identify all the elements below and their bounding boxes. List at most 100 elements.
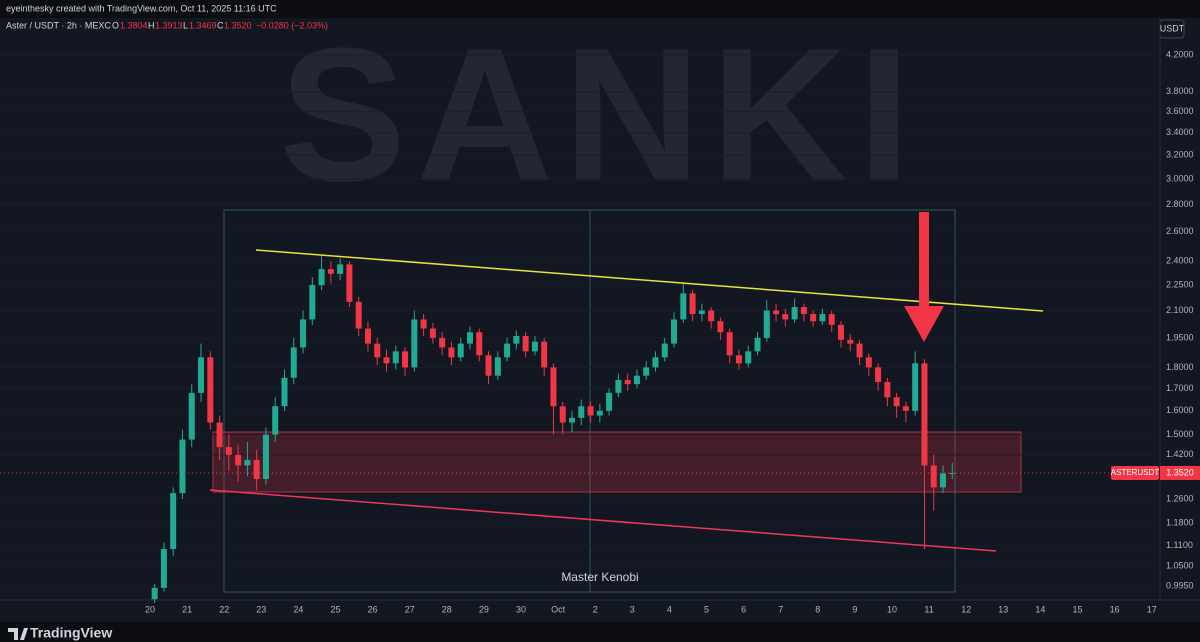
currency: USDT [1160, 23, 1185, 33]
candle-body [689, 293, 696, 315]
candle-body [392, 351, 399, 364]
candle-body [633, 375, 640, 385]
candle-body [893, 397, 900, 407]
o-label: O [112, 20, 119, 30]
y-tick-label: 2.8000 [1166, 199, 1194, 209]
y-tick-label: 1.4200 [1166, 449, 1194, 459]
candle-body [290, 347, 297, 378]
y-tick-label: 2.4000 [1166, 256, 1194, 266]
candle-body [596, 410, 603, 416]
x-tick-label: 16 [1110, 604, 1120, 614]
candle-body [383, 357, 390, 364]
candle-body [355, 301, 362, 329]
support-trendline [209, 489, 997, 552]
y-tick-label: 3.2000 [1166, 150, 1194, 160]
candle-body [225, 447, 232, 455]
x-tick-label: 14 [1035, 604, 1045, 614]
watermark: SANKI [279, 9, 920, 221]
candle-body [541, 341, 548, 368]
y-tick-label: 1.2600 [1166, 493, 1194, 503]
candle-body [810, 314, 817, 322]
x-tick-label: 6 [741, 604, 746, 614]
candle-body [476, 332, 483, 356]
candle-body [921, 363, 928, 466]
candle-body [902, 406, 909, 411]
x-tick-label: 26 [368, 604, 378, 614]
candle-body [420, 319, 427, 329]
candle-body [494, 357, 501, 376]
candle-body [615, 379, 622, 393]
candle-body [791, 307, 798, 320]
symbol: Aster / USDT · 2h · MEXC [6, 20, 111, 30]
x-tick-label: 12 [961, 604, 971, 614]
candle-body [884, 382, 891, 398]
y-tick-label: 2.6000 [1166, 226, 1194, 236]
y-tick-label: 4.2000 [1166, 49, 1194, 59]
candle-body [847, 339, 854, 344]
candle-body [754, 337, 761, 352]
x-tick-label: 28 [442, 604, 452, 614]
y-tick-label: 1.6000 [1166, 405, 1194, 415]
x-tick-label: 9 [852, 604, 857, 614]
x-tick-label: 20 [145, 604, 155, 614]
x-tick-label: 21 [182, 604, 192, 614]
x-tick-label: Oct [551, 604, 566, 614]
candle-body [244, 460, 251, 466]
x-tick-label: 5 [704, 604, 709, 614]
candle-body [504, 343, 511, 358]
y-tick-label: 1.9500 [1166, 332, 1194, 342]
y-tick-label: 1.1800 [1166, 518, 1194, 528]
x-tick-label: 7 [778, 604, 783, 614]
candle-body [587, 406, 594, 416]
price-name: ASTERUSDT [1111, 468, 1160, 477]
author: Master Kenobi [561, 570, 638, 584]
candle-body [281, 377, 288, 407]
arrow-shaft [919, 212, 929, 308]
candle-body [216, 422, 223, 448]
brand: TradingView [30, 625, 112, 641]
candle-body [865, 357, 872, 368]
y-tick-label: 2.2500 [1166, 279, 1194, 289]
x-tick-label: 29 [479, 604, 489, 614]
candle-body [439, 337, 446, 348]
candle-body [253, 460, 260, 480]
y-tick-label: 0.9950 [1166, 580, 1194, 590]
candle-body [875, 367, 882, 383]
candle-body [411, 319, 418, 368]
candle-body [327, 269, 334, 274]
x-tick-label: 15 [1072, 604, 1082, 614]
candle-body [179, 439, 186, 494]
change: −0.0280 (−2.03%) [256, 20, 328, 30]
c-value: 1.3520 [224, 20, 252, 30]
candle-body [457, 343, 464, 358]
candle-body [828, 314, 835, 325]
y-tick-label: 3.6000 [1166, 106, 1194, 116]
candle-body [624, 379, 631, 385]
candle-body [735, 355, 742, 364]
candle-body [606, 392, 613, 411]
x-tick-label: 24 [293, 604, 303, 614]
x-tick-label: 10 [887, 604, 897, 614]
h-value: 1.3913 [155, 20, 183, 30]
y-tick-label: 1.0500 [1166, 561, 1194, 571]
y-tick-label: 1.8000 [1166, 362, 1194, 372]
candle-body [337, 264, 344, 274]
x-tick-label: 30 [516, 604, 526, 614]
candle-body [522, 335, 529, 352]
y-tick-label: 3.0000 [1166, 173, 1194, 183]
candle-body [661, 343, 668, 358]
candle-body [262, 434, 269, 480]
candle-body [198, 357, 205, 393]
candle-body [300, 319, 307, 348]
support-zone [212, 431, 1022, 493]
footer [0, 622, 1200, 642]
x-tick-label: 17 [1147, 604, 1157, 614]
candle-body [837, 324, 844, 340]
c-label: C [217, 20, 224, 30]
candles [0, 54, 1160, 604]
candle-body [151, 587, 158, 600]
candle-body [364, 328, 371, 344]
price-name-box [1111, 465, 1159, 480]
candle-body [170, 493, 177, 550]
